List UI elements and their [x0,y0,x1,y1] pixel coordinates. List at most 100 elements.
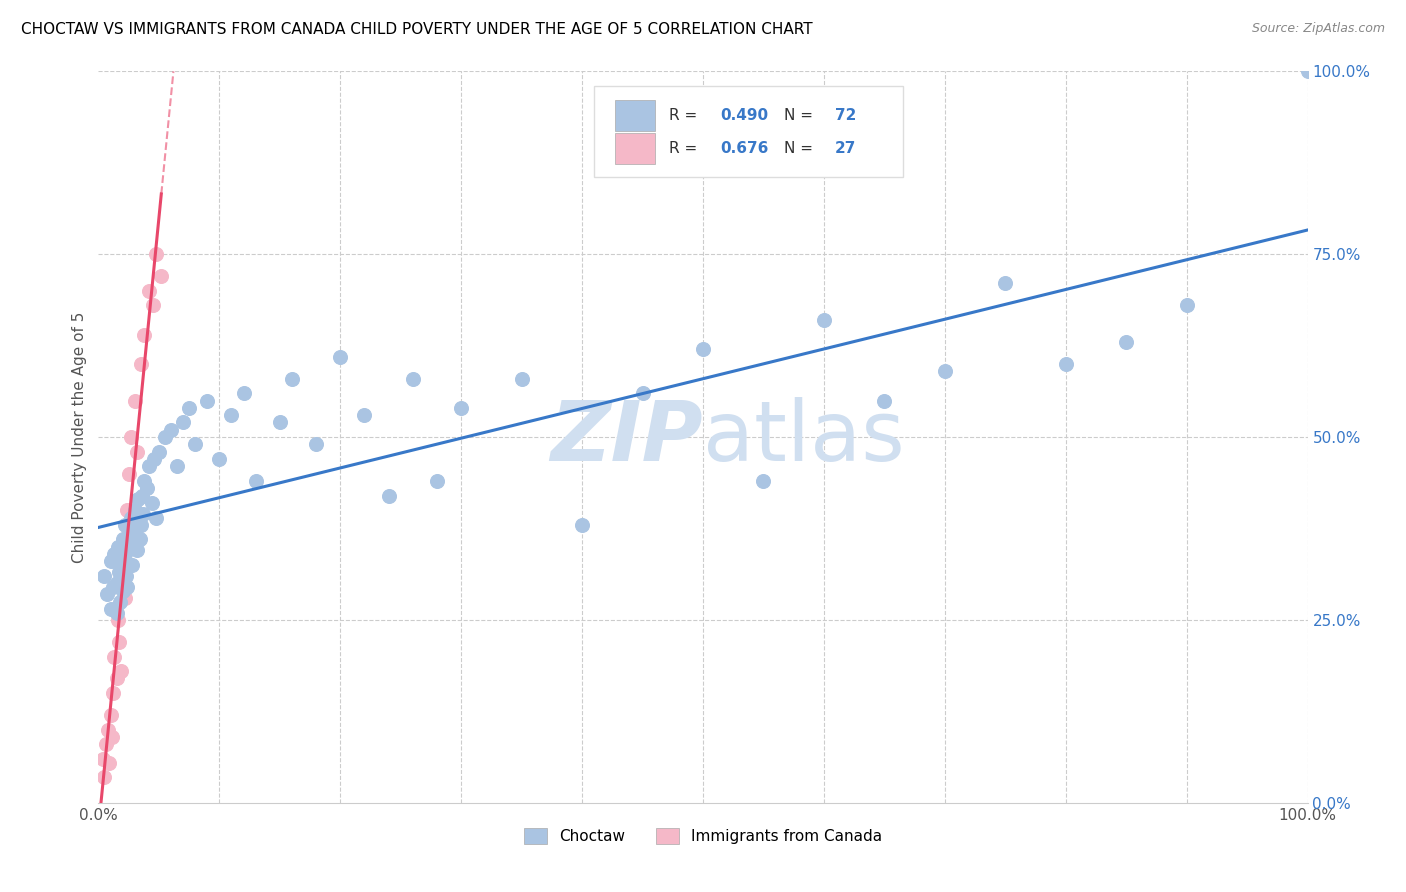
Point [98,756,121,770]
Point [114,547,136,561]
Point [1115,334,1137,349]
Point [1054,357,1077,371]
Bar [614,100,655,130]
Point [118,540,141,554]
Point [145,247,167,261]
Point [129,517,152,532]
Point [184,437,207,451]
Point [111,533,134,547]
Point [114,591,136,605]
Point [101,686,124,700]
Point [1296,64,1319,78]
Point [120,510,142,524]
Point [305,437,328,451]
Text: 0.676: 0.676 [720,141,768,156]
Point [353,408,375,422]
Point [145,510,167,524]
Text: atlas: atlas [703,397,904,477]
Point [105,672,128,686]
Point [873,393,896,408]
Point [402,371,425,385]
Point [127,543,149,558]
Text: Source: ZipAtlas.com: Source: ZipAtlas.com [1251,22,1385,36]
Point [571,517,593,532]
Point [221,408,243,422]
Point [281,371,304,385]
Point [111,540,134,554]
Text: R =: R = [669,108,702,123]
Point [934,364,956,378]
Point [122,536,145,550]
Point [131,489,153,503]
Point [269,416,291,430]
Point [377,489,399,503]
Point [93,569,115,583]
Point [101,580,124,594]
Text: CHOCTAW VS IMMIGRANTS FROM CANADA CHILD POVERTY UNDER THE AGE OF 5 CORRELATION C: CHOCTAW VS IMMIGRANTS FROM CANADA CHILD … [21,22,813,37]
Point [153,430,176,444]
Point [752,474,775,488]
Point [142,298,165,312]
Point [120,430,142,444]
Point [510,371,533,385]
Text: N =: N = [785,141,818,156]
Point [111,583,134,598]
Point [138,459,160,474]
Point [134,327,156,342]
Point [118,467,141,481]
Text: ZIP: ZIP [550,397,703,477]
Point [103,649,125,664]
Y-axis label: Child Poverty Under the Age of 5: Child Poverty Under the Age of 5 [72,311,87,563]
Point [100,708,122,723]
Point [141,496,163,510]
Point [160,423,183,437]
Text: 0.490: 0.490 [720,108,768,123]
Point [450,401,472,415]
Point [108,576,131,591]
Point [91,752,114,766]
Point [138,284,160,298]
Point [118,525,141,540]
Legend: Choctaw, Immigrants from Canada: Choctaw, Immigrants from Canada [517,822,889,850]
Point [117,503,139,517]
Point [125,521,148,535]
Point [100,602,122,616]
Point [135,481,157,495]
Point [128,533,150,547]
Point [208,452,231,467]
Point [100,730,122,744]
Point [124,393,146,408]
Point [631,386,654,401]
Bar [614,133,655,163]
Text: 72: 72 [835,108,856,123]
Point [813,313,835,327]
Point [172,416,194,430]
Point [195,393,218,408]
Point [114,517,136,532]
Point [100,554,122,568]
Point [105,576,128,591]
Point [166,459,188,474]
Point [1175,298,1198,312]
Point [93,770,115,784]
Point [110,554,132,568]
Text: 27: 27 [835,141,856,156]
Point [96,587,118,601]
Text: N =: N = [785,108,818,123]
Point [143,452,166,467]
Point [97,723,120,737]
Point [105,606,128,620]
Point [148,444,170,458]
Point [232,386,254,401]
Point [994,277,1017,291]
Point [245,474,267,488]
Point [108,594,131,608]
Point [692,343,714,357]
Point [129,357,152,371]
Point [112,573,135,587]
Point [132,507,155,521]
Point [108,566,131,580]
Point [121,558,143,573]
Point [134,474,156,488]
Point [107,540,129,554]
